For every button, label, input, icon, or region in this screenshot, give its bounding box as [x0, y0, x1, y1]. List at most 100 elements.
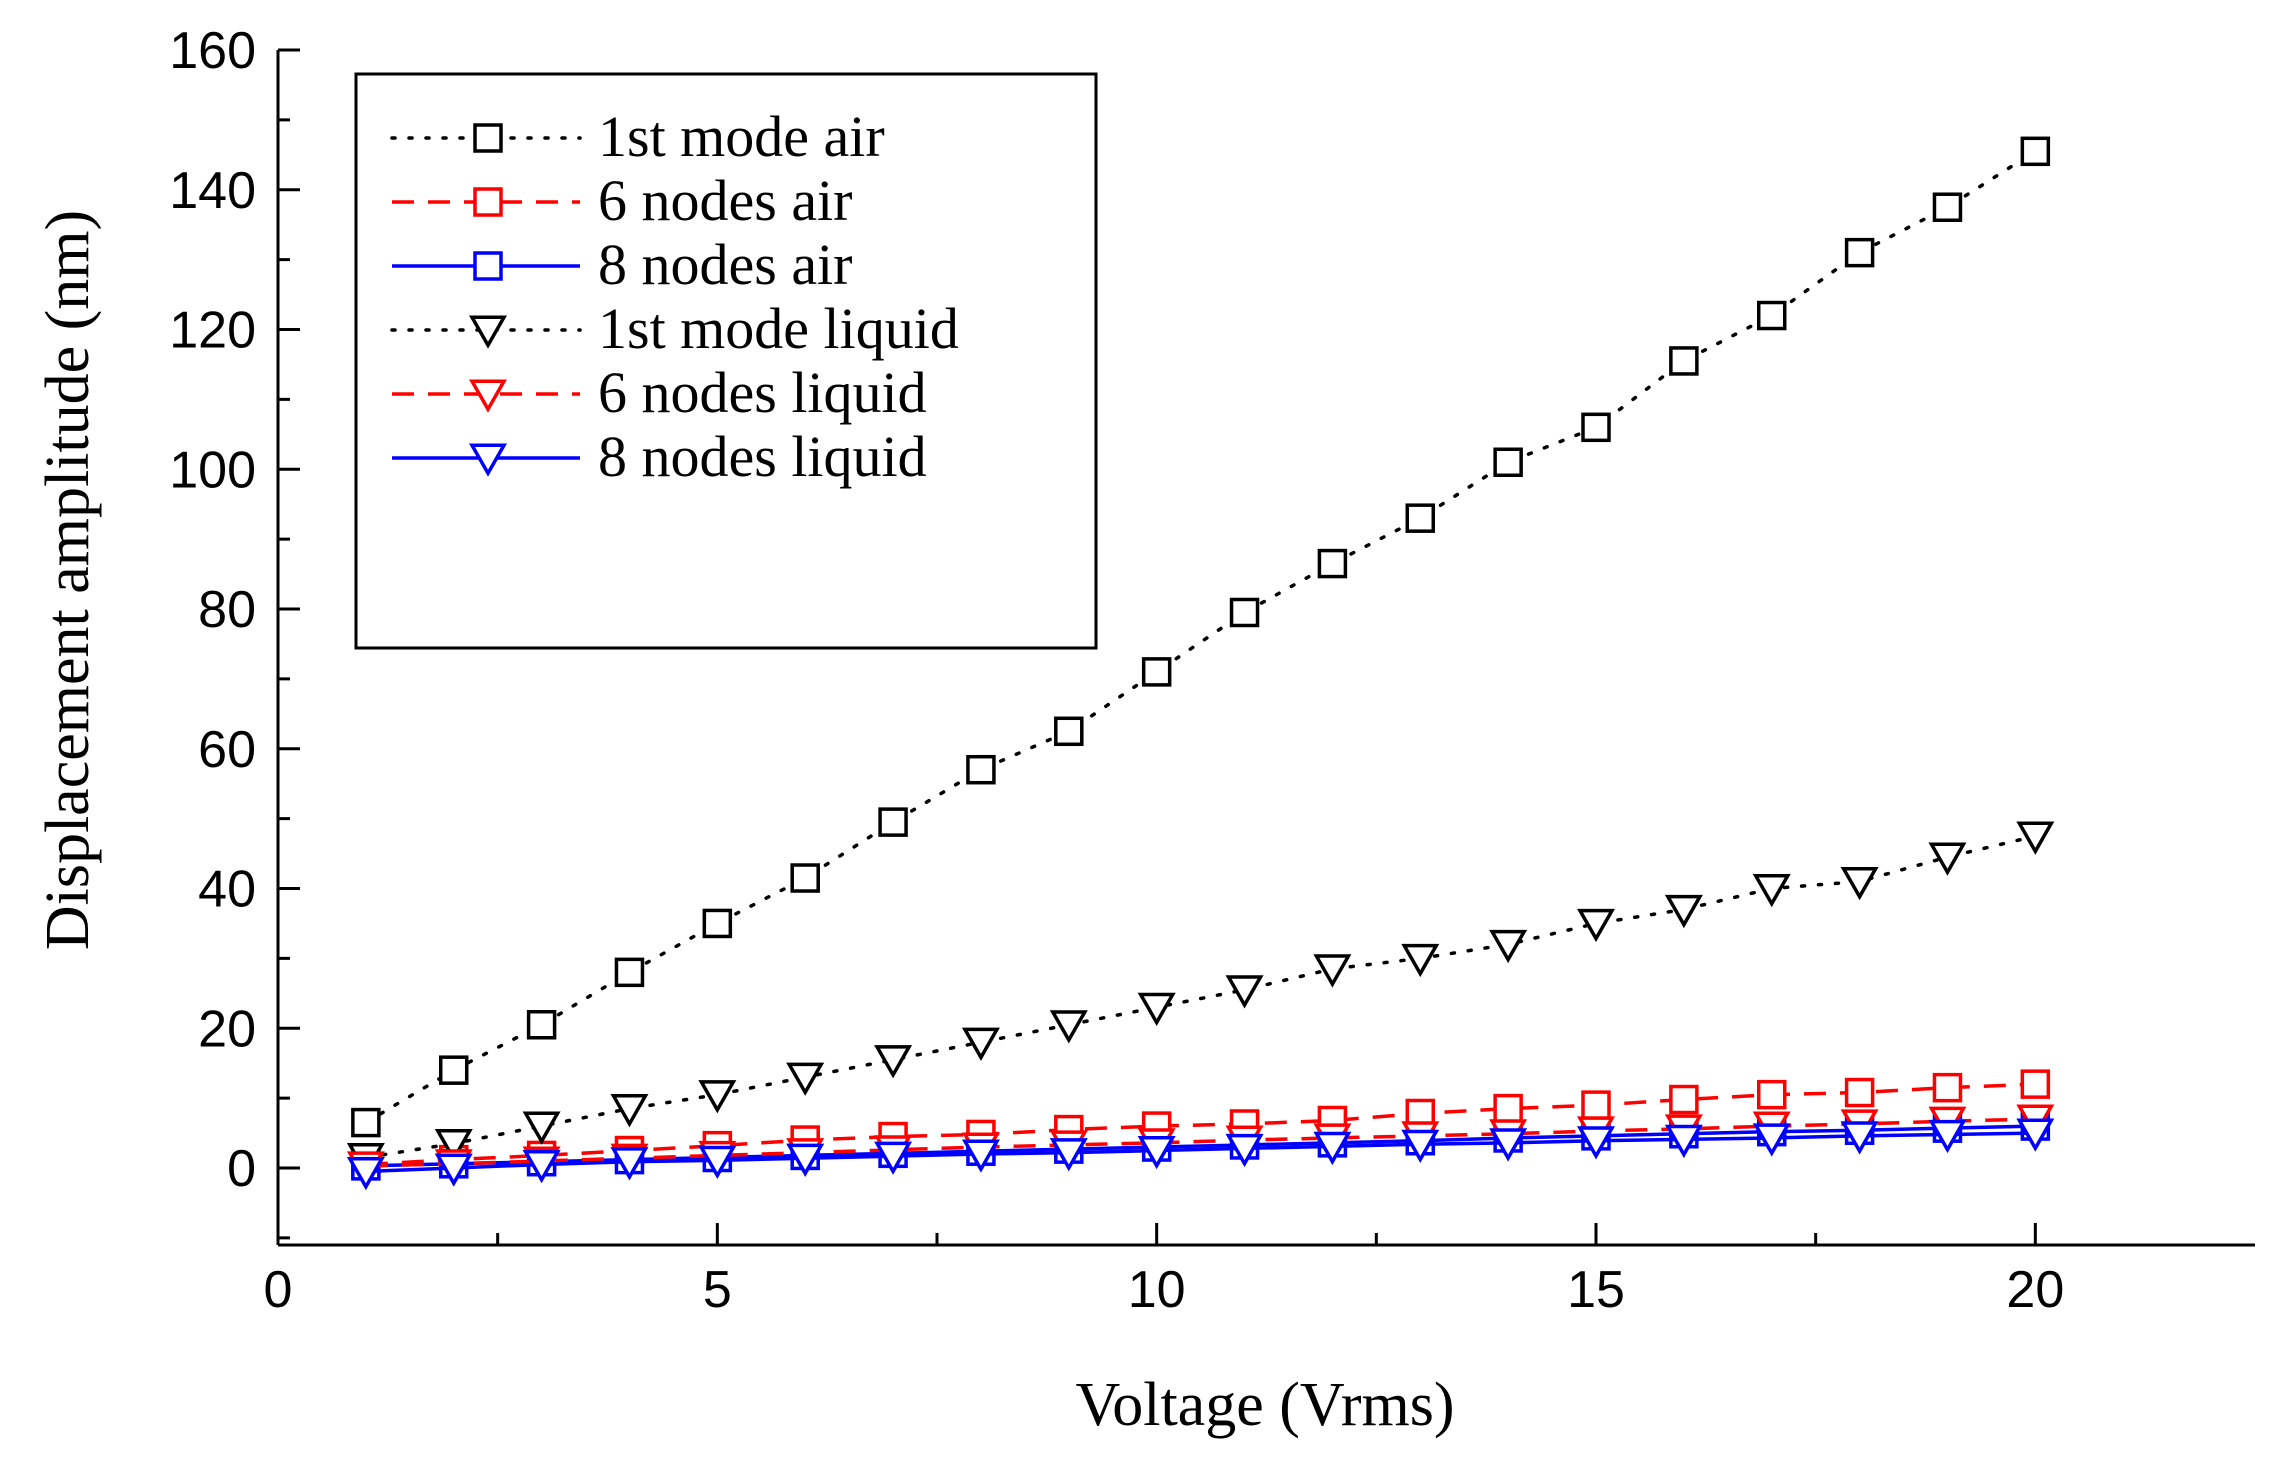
y-axis-title: Displacement amplitude (nm): [34, 210, 102, 950]
data-point: [1756, 300, 1787, 331]
data-point: [1576, 1126, 1616, 1160]
y-tick-label: 20: [198, 1000, 256, 1058]
data-point: [961, 1027, 1000, 1061]
data-point: [698, 1080, 737, 1114]
data-point: [1225, 1133, 1264, 1168]
y-tick-label: 0: [227, 1140, 256, 1198]
data-point: [2016, 1118, 2055, 1152]
data-point: [614, 957, 645, 988]
data-point: [786, 1062, 825, 1096]
data-point: [1401, 943, 1440, 978]
data-point: [346, 1156, 385, 1191]
data-point: [1049, 1138, 1088, 1172]
legend-label: 8 nodes air: [598, 232, 853, 297]
series-2: [351, 1111, 2051, 1181]
legend-label: 8 nodes liquid: [598, 424, 927, 489]
legend-marker: [468, 443, 508, 477]
x-tick-label: 0: [264, 1261, 293, 1319]
legend-label: 6 nodes air: [598, 168, 853, 233]
series-5: [346, 1118, 2055, 1191]
data-point: [610, 1147, 649, 1181]
data-point: [1405, 503, 1436, 533]
legend-marker: [473, 123, 503, 153]
legend-box: [354, 72, 1098, 650]
data-point: [1928, 1119, 1967, 1154]
data-point: [1669, 1084, 1699, 1115]
data-point: [1313, 954, 1352, 988]
data-point: [1313, 1131, 1352, 1166]
data-point: [1317, 548, 1348, 579]
series-0: [351, 136, 2051, 1138]
legend-label: 1st mode air: [598, 104, 885, 169]
data-point: [434, 1128, 473, 1163]
y-tick-label: 120: [169, 302, 256, 360]
data-point: [1669, 346, 1699, 376]
data-point: [1840, 866, 1879, 901]
data-point: [522, 1111, 561, 1145]
data-point: [878, 807, 908, 837]
data-point: [1932, 1072, 1963, 1103]
data-point: [2020, 1069, 2051, 1099]
y-tick-label: 80: [198, 581, 256, 639]
data-point: [1229, 597, 1260, 628]
data-point: [2020, 136, 2051, 167]
series-line: [365, 1131, 2036, 1174]
data-point: [1928, 842, 1967, 876]
series-4: [346, 1104, 2055, 1185]
data-point: [1844, 237, 1875, 268]
data-point: [438, 1055, 469, 1085]
y-tick-label: 40: [198, 861, 256, 919]
data-point: [1225, 975, 1264, 1009]
data-point: [702, 908, 733, 939]
series-line: [365, 1117, 2036, 1168]
tick-marks: [276, 48, 2037, 1245]
data-point: [1756, 1079, 1787, 1110]
data-point: [526, 1010, 557, 1040]
data-point: [2016, 821, 2055, 855]
data-point: [1752, 873, 1791, 908]
data-point: [522, 1149, 561, 1184]
data-point: [1493, 447, 1523, 478]
tick-labels: 0 5 10 15 20 0 20 40 60 80 100 120 140 160: [169, 22, 2064, 1319]
data-point: [1054, 716, 1084, 747]
data-point: [1401, 1129, 1440, 1163]
legend-marker: [473, 251, 503, 281]
data-point: [1137, 992, 1176, 1027]
data-point: [1664, 894, 1703, 929]
data-point: [790, 863, 820, 893]
plot-series: [346, 136, 2055, 1191]
data-point: [434, 1153, 473, 1187]
data-point: [966, 754, 996, 785]
data-point: [786, 1143, 825, 1177]
y-tick-label: 100: [169, 441, 256, 499]
data-point: [610, 1094, 649, 1128]
x-tick-label: 20: [2006, 1261, 2064, 1319]
data-point: [874, 1045, 913, 1079]
y-tick-label: 60: [198, 721, 256, 779]
data-point: [1493, 1093, 1523, 1124]
data-point: [1141, 657, 1172, 687]
data-point: [1489, 929, 1528, 964]
legend-label: 6 nodes liquid: [598, 360, 927, 425]
data-point: [1840, 1121, 1879, 1155]
data-point: [1664, 1124, 1703, 1159]
y-tick-label: 160: [169, 22, 256, 80]
axes: [276, 50, 2255, 1247]
legend-marker: [473, 187, 503, 217]
x-tick-label: 10: [1128, 1261, 1186, 1319]
legend-label: 1st mode liquid: [598, 296, 959, 361]
data-point: [1581, 412, 1611, 443]
data-point: [698, 1145, 737, 1180]
x-tick-label: 15: [1567, 1261, 1625, 1319]
data-point: [351, 1107, 381, 1138]
data-point: [1576, 908, 1616, 943]
x-axis-title: Voltage (Vrms): [1075, 1371, 1454, 1439]
data-point: [1581, 1090, 1611, 1120]
data-point: [1752, 1123, 1791, 1157]
data-point: [1844, 1077, 1875, 1108]
series-line: [365, 1082, 2036, 1167]
data-point: [874, 1141, 913, 1175]
series-line: [364, 834, 2038, 1160]
